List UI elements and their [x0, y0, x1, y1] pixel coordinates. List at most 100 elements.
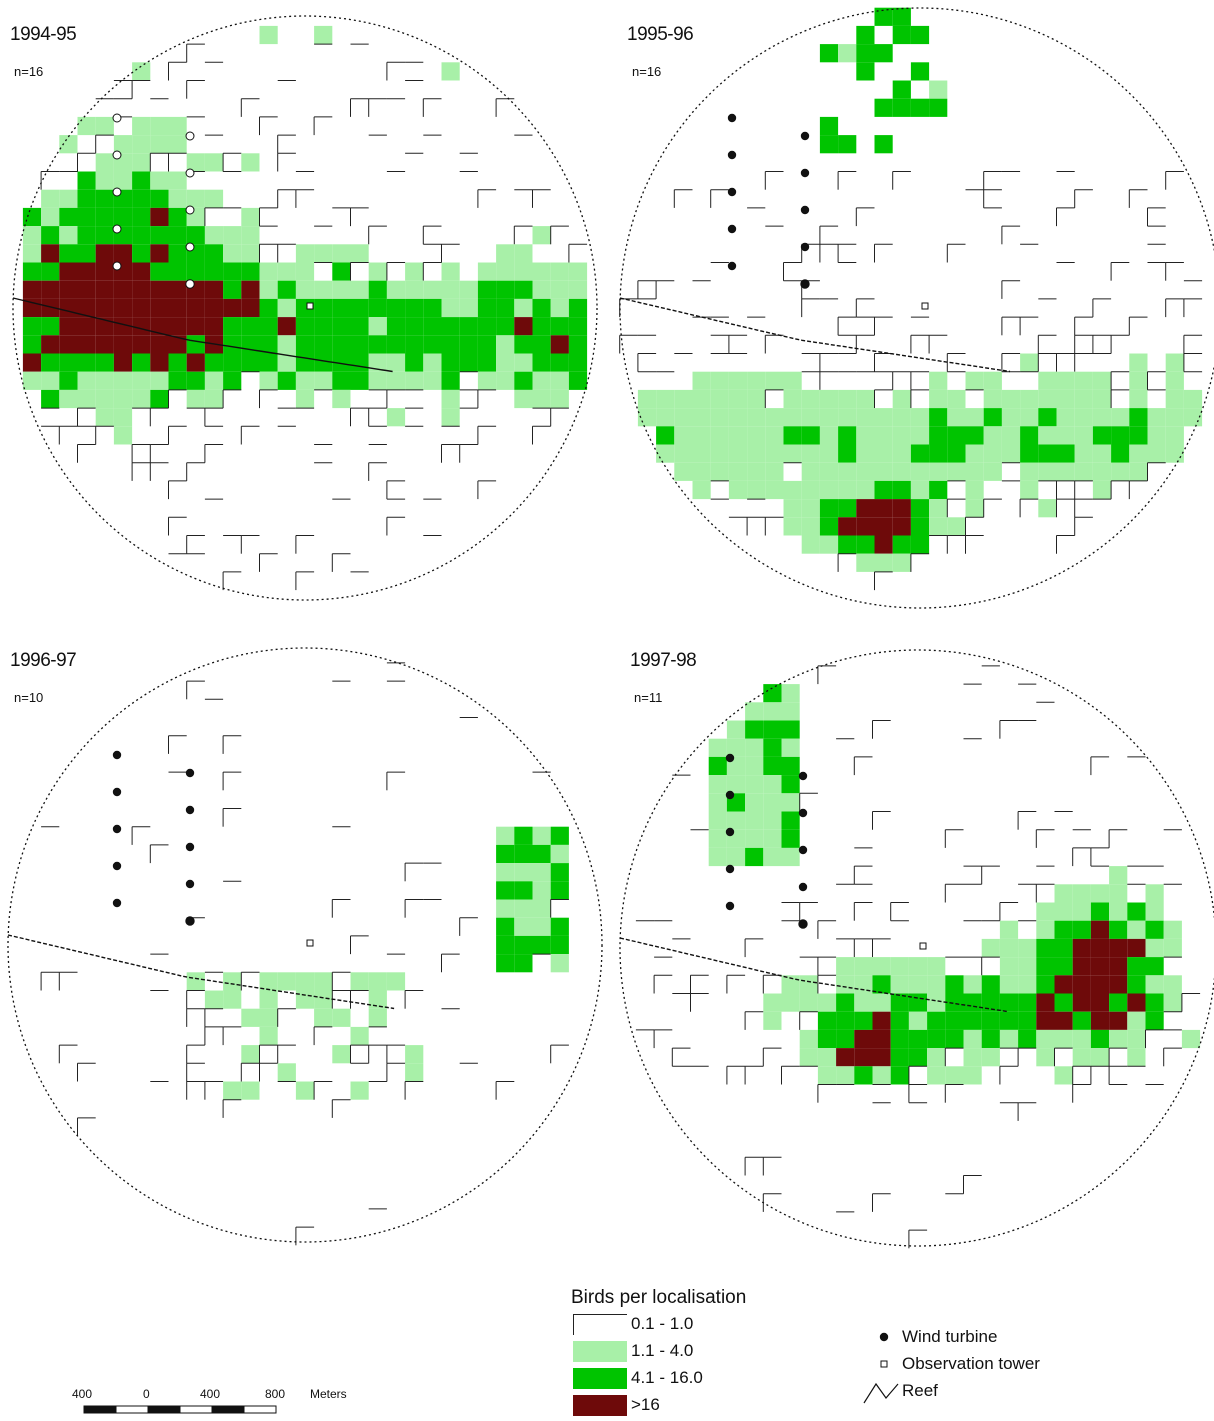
- density-cell: [763, 684, 782, 703]
- density-cell: [763, 993, 782, 1012]
- density-cell: [799, 1029, 818, 1049]
- density-cell: [873, 721, 891, 739]
- density-cell: [332, 554, 350, 572]
- wind-turbine-icon: [185, 205, 195, 215]
- wind-turbine-icon: [725, 864, 735, 874]
- density-cell: [838, 263, 856, 281]
- density-cell: [314, 445, 332, 463]
- density-cell: [223, 572, 241, 590]
- density-cell: [838, 135, 857, 154]
- density-cell: [59, 189, 78, 208]
- density-cell: [332, 298, 351, 318]
- density-cell: [1165, 444, 1184, 463]
- density-cell: [965, 426, 984, 445]
- density-cell: [1018, 921, 1036, 939]
- density-cell: [1129, 444, 1148, 463]
- density-cell: [387, 681, 405, 699]
- density-cell: [496, 371, 515, 390]
- density-cell: [496, 899, 515, 918]
- density-cell: [187, 408, 205, 426]
- density-cell: [150, 116, 169, 136]
- density-cell: [386, 972, 406, 991]
- density-cell: [223, 172, 241, 190]
- density-cell: [405, 335, 424, 354]
- density-cell: [551, 900, 569, 918]
- density-cell: [223, 353, 242, 372]
- density-cell: [259, 335, 278, 354]
- density-cell: [1111, 462, 1130, 481]
- density-cell: [801, 408, 820, 427]
- density-cell: [836, 1085, 854, 1103]
- density-cell: [132, 408, 150, 426]
- density-cell: [460, 445, 478, 463]
- density-cell: [77, 317, 96, 336]
- density-cell: [442, 426, 460, 444]
- density-cell: [1109, 993, 1128, 1012]
- density-cell: [929, 371, 948, 390]
- density-cell: [1090, 1011, 1110, 1030]
- density-cell: [999, 975, 1019, 994]
- density-cell: [332, 827, 350, 845]
- density-cell: [929, 444, 948, 463]
- density-cell: [929, 408, 948, 427]
- density-cell: [763, 829, 782, 848]
- density-cell: [95, 116, 114, 136]
- density-cell: [551, 226, 569, 244]
- density-cell: [533, 426, 551, 444]
- density-cell: [77, 262, 96, 281]
- density-cell: [1072, 975, 1091, 994]
- density-cell: [910, 535, 930, 554]
- density-cell: [1038, 299, 1056, 317]
- wind-turbine-icon: [185, 168, 195, 178]
- density-cell: [351, 572, 369, 590]
- density-cell: [929, 462, 948, 481]
- density-cell: [674, 408, 693, 427]
- density-cell: [745, 829, 764, 848]
- density-cell: [1020, 499, 1038, 517]
- density-cell: [1018, 957, 1037, 976]
- density-cell: [801, 389, 820, 409]
- density-cell: [168, 280, 187, 299]
- wind-turbine-icon: [798, 771, 808, 781]
- density-cell: [186, 371, 205, 390]
- density-cell: [132, 389, 151, 409]
- density-cell: [477, 298, 497, 318]
- density-cell: [441, 371, 460, 390]
- density-cell: [909, 1066, 927, 1084]
- density-cell: [132, 62, 151, 81]
- density-cell: [369, 1209, 387, 1227]
- density-cell: [747, 389, 766, 409]
- density-cell: [1184, 372, 1202, 390]
- density-cell: [1038, 481, 1056, 499]
- density-cell: [205, 1082, 223, 1100]
- legend-reef: Reef: [872, 1380, 938, 1402]
- density-cell: [314, 353, 333, 372]
- density-cell: [532, 935, 551, 955]
- density-cell: [132, 226, 151, 245]
- density-cell: [113, 335, 133, 354]
- density-cell: [1072, 1011, 1091, 1030]
- density-cell: [1165, 371, 1184, 390]
- density-cell: [1090, 902, 1110, 921]
- density-cell: [1146, 1030, 1164, 1048]
- density-cell: [945, 1066, 964, 1085]
- density-cell: [892, 408, 911, 427]
- density-cell: [838, 335, 856, 353]
- density-cell: [945, 884, 963, 902]
- density-cell: [1090, 884, 1110, 903]
- density-cell: [477, 262, 497, 281]
- legend-symbols: [863, 1332, 899, 1404]
- density-cell: [875, 390, 893, 408]
- density-cell: [1073, 848, 1091, 866]
- density-cell: [295, 371, 315, 390]
- legend-swatch-2: [573, 1367, 627, 1389]
- density-cell: [332, 1100, 350, 1118]
- density-cell: [278, 244, 296, 262]
- density-cell: [929, 335, 947, 353]
- density-cell: [945, 1029, 964, 1049]
- density-cell: [691, 975, 709, 993]
- density-cell: [386, 353, 406, 372]
- density-cell: [241, 372, 259, 390]
- density-cell: [945, 1194, 963, 1212]
- density-cell: [1093, 299, 1111, 317]
